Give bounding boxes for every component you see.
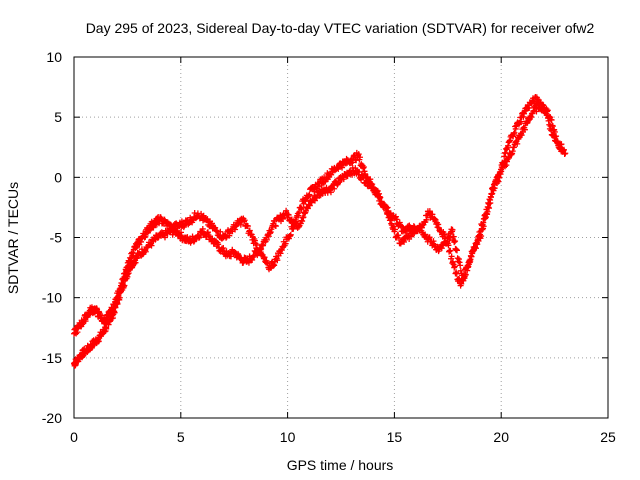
data-point-band: [453, 270, 460, 277]
data-point-band: [339, 164, 346, 171]
data-point-band: [488, 190, 495, 197]
data-point-band: [120, 277, 127, 284]
data-point-band: [161, 234, 168, 241]
x-tick-label: 5: [177, 429, 185, 445]
data-point-band: [448, 253, 455, 260]
data-point-band: [376, 194, 383, 201]
data-point-band: [196, 234, 203, 241]
data-point-band: [282, 240, 289, 247]
data-point-band: [208, 220, 215, 227]
data-point-band: [526, 104, 533, 111]
ticks-layer: 0 5 10 15 20 25 -20 -15 -10 -5 0 5 10: [42, 49, 616, 445]
data-point-band: [453, 247, 460, 254]
points-layer: [71, 93, 569, 369]
data-point-band: [127, 258, 134, 265]
data-point-band: [426, 208, 433, 215]
data-point-band: [553, 133, 560, 140]
data-point-band: [474, 241, 481, 248]
data-point-band: [265, 233, 272, 240]
data-point-band: [521, 126, 528, 133]
data-point-band: [452, 238, 459, 245]
data-point-band: [241, 217, 248, 224]
data-point-band: [237, 221, 244, 228]
data-point-band: [199, 225, 206, 232]
chart-title: Day 295 of 2023, Sidereal Day-to-day VTE…: [86, 20, 595, 36]
data-point-band: [111, 304, 118, 311]
x-tick-label: 0: [70, 429, 78, 445]
data-point-band: [119, 281, 126, 288]
data-point-band: [355, 151, 362, 158]
data-point-band: [395, 235, 402, 242]
data-point-band: [445, 242, 452, 249]
data-point-band: [450, 233, 457, 240]
data-point-band: [220, 244, 227, 251]
data-point-band: [114, 294, 121, 301]
data-point-band: [484, 208, 491, 215]
x-tick-label: 15: [387, 429, 403, 445]
data-point-band: [451, 263, 458, 270]
x-axis-label: GPS time / hours: [287, 457, 394, 473]
y-tick-label: -5: [50, 230, 63, 246]
data-point-band: [544, 107, 551, 114]
data-point-band: [306, 202, 313, 209]
data-point-band: [272, 223, 279, 230]
data-point-band: [327, 189, 334, 196]
x-tick-label: 25: [600, 429, 616, 445]
data-point-band: [472, 245, 479, 252]
y-tick-label: 0: [54, 169, 62, 185]
data-point-band: [285, 211, 292, 218]
data-point-band: [298, 205, 305, 212]
data-point-band: [500, 160, 507, 167]
data-point-band: [392, 226, 399, 233]
data-point-band: [306, 191, 313, 198]
data-point-band: [357, 154, 364, 161]
data-point-band: [480, 223, 487, 230]
data-point-band: [101, 320, 108, 327]
y-tick-label: -15: [42, 350, 62, 366]
data-point-band: [548, 116, 555, 123]
data-point-band: [251, 253, 258, 260]
data-point-band: [491, 185, 498, 192]
data-point-band: [331, 185, 338, 192]
data-point-band: [244, 223, 251, 230]
data-point-band: [511, 129, 518, 136]
data-point-band: [217, 228, 224, 235]
data-point-band: [462, 271, 469, 278]
x-tick-label: 10: [280, 429, 296, 445]
data-point-band: [461, 275, 468, 282]
data-point: [560, 147, 567, 154]
data-point-band: [356, 168, 363, 175]
data-point-band: [74, 329, 81, 336]
data-point-band: [132, 259, 139, 266]
data-point-band: [398, 222, 405, 229]
data-point-band: [514, 140, 521, 147]
data-point-band: [557, 141, 564, 148]
data-point-band: [328, 171, 335, 178]
x-tick-label: 20: [493, 429, 509, 445]
data-point-band: [287, 231, 294, 238]
data-point-band: [467, 258, 474, 265]
y-axis-label: SDTVAR / TECUs: [5, 182, 21, 294]
y-tick-label: -20: [42, 410, 62, 426]
data-point-band: [274, 257, 281, 264]
y-tick-label: 10: [46, 49, 62, 65]
data-point-band: [478, 233, 485, 240]
y-tick-label: 5: [54, 109, 62, 125]
data-point-band: [518, 132, 525, 139]
data-point-band: [340, 176, 347, 183]
data-point-band: [449, 226, 456, 233]
data-point-band: [457, 262, 464, 269]
y-tick-label: -10: [42, 290, 62, 306]
data-point-band: [148, 242, 155, 249]
data-point-band: [447, 247, 454, 254]
